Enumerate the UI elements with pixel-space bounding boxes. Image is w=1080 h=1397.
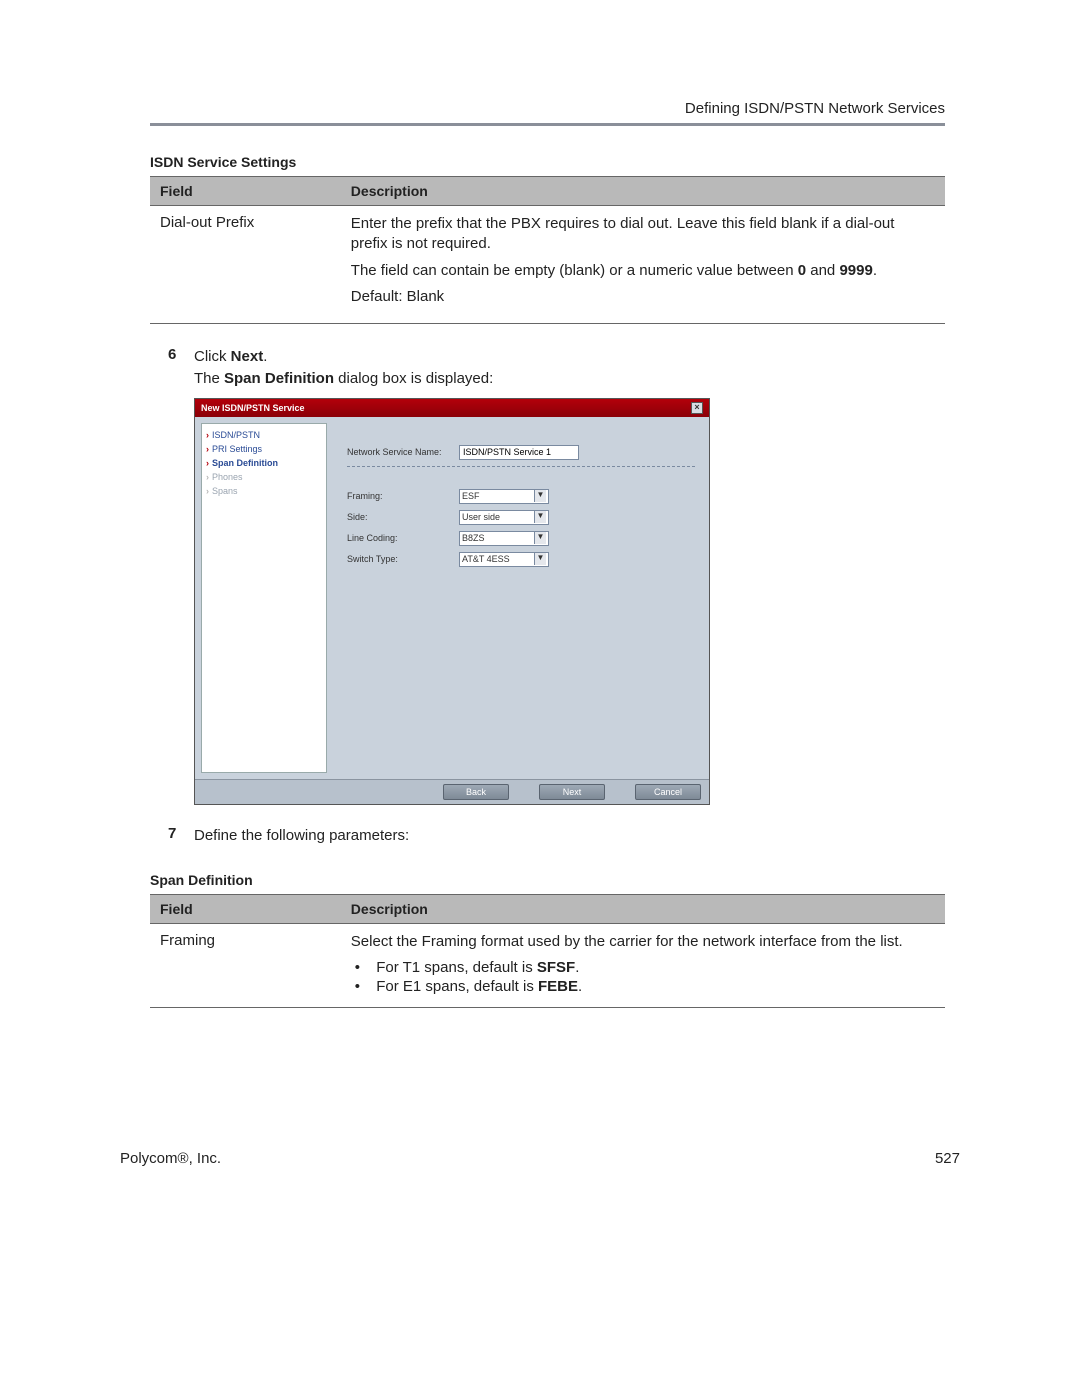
table2-title: Span Definition bbox=[150, 872, 945, 888]
table2-li2: For E1 spans, default is FEBE. bbox=[355, 978, 935, 995]
next-button[interactable]: Next bbox=[539, 784, 605, 800]
footer-page-number: 527 bbox=[935, 1150, 960, 1167]
switchtype-select[interactable]: AT&T 4ESS▼ bbox=[459, 552, 549, 567]
side-select[interactable]: User side▼ bbox=[459, 510, 549, 525]
back-button[interactable]: Back bbox=[443, 784, 509, 800]
dialog-close-button[interactable]: × bbox=[691, 402, 703, 414]
label-linecoding: Line Coding: bbox=[347, 533, 459, 543]
table2-desc-p1: Select the Framing format used by the ca… bbox=[351, 932, 935, 952]
chevron-down-icon: ▼ bbox=[534, 490, 546, 502]
table2-col-field: Field bbox=[150, 895, 341, 924]
step-6: 6 Click Next. The Span Definition dialog… bbox=[168, 346, 945, 390]
service-name-input[interactable] bbox=[459, 445, 579, 460]
table1-title: ISDN Service Settings bbox=[150, 154, 945, 170]
chevron-down-icon: ▼ bbox=[534, 532, 546, 544]
table1-desc-p2: The field can contain be empty (blank) o… bbox=[351, 261, 935, 281]
table1-col-desc: Description bbox=[341, 177, 945, 206]
table-row: Framing Select the Framing format used b… bbox=[150, 924, 945, 1007]
label-switchtype: Switch Type: bbox=[347, 554, 459, 564]
chevron-down-icon: ▼ bbox=[534, 553, 546, 565]
form-separator bbox=[347, 466, 695, 467]
cancel-button[interactable]: Cancel bbox=[635, 784, 701, 800]
table2-col-desc: Description bbox=[341, 895, 945, 924]
step-7-text: Define the following parameters: bbox=[194, 825, 409, 847]
header-rule bbox=[150, 123, 945, 126]
nav-isdn-pstn[interactable]: ›ISDN/PSTN bbox=[206, 430, 322, 440]
label-framing: Framing: bbox=[347, 491, 459, 501]
chevron-down-icon: ▼ bbox=[534, 511, 546, 523]
step-6-number: 6 bbox=[168, 346, 194, 390]
footer-company: Polycom®, Inc. bbox=[120, 1150, 221, 1167]
nav-phones: ›Phones bbox=[206, 472, 322, 482]
dialog-main: Network Service Name: Framing: ESF▼ Side… bbox=[333, 417, 709, 779]
header-section-title: Defining ISDN/PSTN Network Services bbox=[150, 100, 945, 117]
framing-select[interactable]: ESF▼ bbox=[459, 489, 549, 504]
table1-col-field: Field bbox=[150, 177, 341, 206]
nav-span-definition[interactable]: ›Span Definition bbox=[206, 458, 322, 468]
table2-li1: For T1 spans, default is SFSF. bbox=[355, 959, 935, 976]
step-6-line1: Click Next. bbox=[194, 346, 493, 368]
step-7: 7 Define the following parameters: bbox=[168, 825, 945, 847]
span-definition-table: Field Description Framing Select the Fra… bbox=[150, 894, 945, 1007]
dialog-nav: ›ISDN/PSTN ›PRI Settings ›Span Definitio… bbox=[201, 423, 327, 773]
table1-desc-p1: Enter the prefix that the PBX requires t… bbox=[351, 214, 935, 255]
step-6-line2: The Span Definition dialog box is displa… bbox=[194, 368, 493, 390]
isdn-service-settings-table: Field Description Dial-out Prefix Enter … bbox=[150, 176, 945, 324]
dialog-footer: Back Next Cancel bbox=[195, 779, 709, 804]
span-definition-dialog: New ISDN/PSTN Service × ›ISDN/PSTN ›PRI … bbox=[194, 398, 710, 805]
dialog-title: New ISDN/PSTN Service bbox=[201, 403, 305, 413]
table-row: Dial-out Prefix Enter the prefix that th… bbox=[150, 206, 945, 324]
step-7-number: 7 bbox=[168, 825, 194, 847]
table1-desc-p3: Default: Blank bbox=[351, 287, 935, 307]
linecoding-select[interactable]: B8ZS▼ bbox=[459, 531, 549, 546]
dialog-titlebar: New ISDN/PSTN Service × bbox=[195, 399, 709, 417]
table1-row-field: Dial-out Prefix bbox=[150, 206, 341, 324]
page-footer: Polycom®, Inc. 527 bbox=[120, 1150, 960, 1167]
nav-pri-settings[interactable]: ›PRI Settings bbox=[206, 444, 322, 454]
label-service-name: Network Service Name: bbox=[347, 447, 459, 457]
nav-spans: ›Spans bbox=[206, 486, 322, 496]
span-definition-dialog-screenshot: New ISDN/PSTN Service × ›ISDN/PSTN ›PRI … bbox=[194, 398, 945, 805]
table2-row-field: Framing bbox=[150, 924, 341, 1007]
label-side: Side: bbox=[347, 512, 459, 522]
